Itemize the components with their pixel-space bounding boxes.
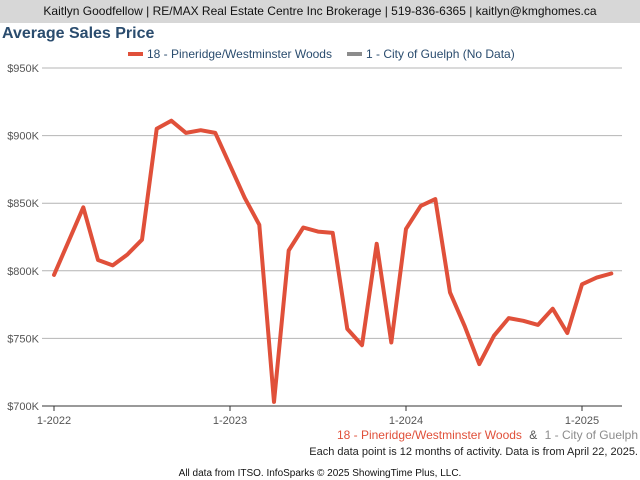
- footer-series-b-label: 1 - City of Guelph: [545, 428, 638, 442]
- series-lines: [52, 118, 614, 404]
- chart-legend: 18 - Pineridge/Westminster Woods 1 - City…: [128, 47, 515, 61]
- x-tick-label: 1-2024: [389, 415, 423, 427]
- contact-line: Kaitlyn Goodfellow | RE/MAX Real Estate …: [43, 4, 597, 18]
- y-tick-label: $850K: [7, 198, 39, 210]
- footer-series-caption: 18 - Pineridge/Westminster Woods & 1 - C…: [337, 428, 638, 442]
- x-axis: 1-2022 1-2023 1-2024 1-2025: [37, 405, 622, 427]
- y-tick-label: $900K: [7, 131, 39, 143]
- contact-header-bar: Kaitlyn Goodfellow | RE/MAX Real Estate …: [0, 0, 640, 23]
- grid-lines: [42, 67, 622, 407]
- y-axis: $700K $750K $800K $850K $900K $950K: [7, 63, 39, 413]
- y-tick-label: $950K: [7, 63, 39, 75]
- legend-label: 18 - Pineridge/Westminster Woods: [147, 47, 332, 61]
- footer-ampersand: &: [529, 428, 537, 442]
- y-tick-label: $750K: [7, 333, 39, 345]
- x-tick-label: 1-2023: [213, 415, 247, 427]
- legend-label: 1 - City of Guelph (No Data): [366, 47, 515, 61]
- chart-title: Average Sales Price: [2, 25, 155, 42]
- footer-note: Each data point is 12 months of activity…: [309, 446, 638, 458]
- y-tick-label: $700K: [7, 401, 39, 413]
- series-line: [52, 118, 614, 404]
- y-tick-label: $800K: [7, 266, 39, 278]
- data-attribution: All data from ITSO. InfoSparks © 2025 Sh…: [178, 468, 462, 479]
- footer-series-a-label: 18 - Pineridge/Westminster Woods: [337, 428, 522, 442]
- x-tick-label: 1-2022: [37, 415, 71, 427]
- x-tick-label: 1-2025: [565, 415, 599, 427]
